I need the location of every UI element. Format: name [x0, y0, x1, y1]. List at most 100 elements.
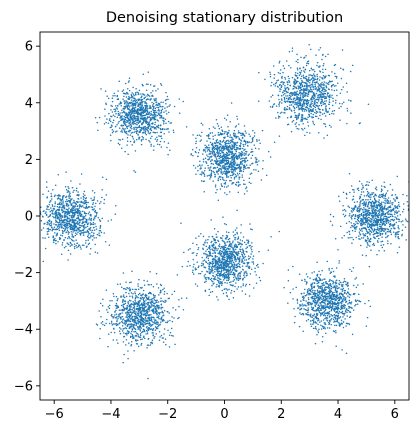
data-point — [300, 114, 303, 116]
data-point — [335, 99, 337, 102]
data-point — [130, 125, 133, 127]
data-point — [339, 292, 341, 294]
data-point — [341, 290, 344, 292]
data-point — [278, 60, 281, 63]
data-point — [300, 86, 302, 88]
data-point — [297, 116, 299, 119]
data-point — [348, 206, 351, 209]
data-point — [402, 193, 404, 196]
data-point — [323, 284, 325, 286]
data-point — [354, 214, 357, 216]
data-point — [307, 298, 310, 301]
data-point — [321, 279, 324, 281]
data-point — [229, 134, 232, 136]
data-point — [141, 122, 143, 125]
data-point — [160, 117, 162, 119]
data-point — [362, 185, 364, 187]
data-point — [121, 119, 124, 121]
data-point — [307, 80, 309, 83]
data-point — [63, 224, 66, 226]
data-point — [358, 231, 361, 233]
data-point — [62, 196, 64, 199]
data-point — [209, 178, 211, 180]
data-point — [107, 97, 110, 100]
data-point — [314, 78, 317, 80]
data-point — [150, 129, 153, 132]
data-point — [338, 200, 341, 202]
data-point — [303, 110, 306, 112]
data-point — [118, 120, 120, 123]
data-point — [291, 47, 294, 49]
data-point — [78, 224, 81, 227]
data-point — [60, 234, 62, 236]
data-point — [230, 166, 233, 168]
data-point — [106, 118, 108, 120]
data-point — [222, 149, 224, 152]
data-point — [208, 147, 211, 149]
data-point — [324, 317, 326, 320]
data-point — [159, 135, 161, 138]
data-point — [279, 72, 281, 75]
data-point — [218, 134, 221, 136]
data-point — [288, 79, 290, 82]
data-point — [122, 98, 124, 100]
data-point — [144, 127, 147, 130]
data-point — [346, 122, 348, 125]
data-point — [123, 92, 126, 95]
data-point — [53, 226, 56, 229]
data-point — [380, 225, 382, 228]
data-point — [301, 83, 303, 86]
data-point — [383, 181, 385, 183]
data-point — [223, 167, 225, 170]
data-point — [322, 75, 325, 77]
data-point — [114, 213, 117, 215]
data-point — [358, 228, 361, 230]
data-point — [68, 207, 70, 209]
data-point — [50, 192, 52, 195]
data-point — [281, 111, 283, 114]
data-point — [138, 137, 140, 139]
data-point — [242, 170, 245, 173]
data-point — [47, 233, 49, 235]
data-point — [298, 273, 301, 275]
data-point — [406, 194, 408, 197]
data-point — [226, 163, 228, 165]
data-point — [215, 162, 217, 164]
data-point — [254, 157, 257, 159]
data-point — [147, 132, 150, 134]
data-point — [260, 179, 263, 181]
data-point — [283, 97, 286, 99]
data-point — [318, 96, 321, 99]
data-point — [212, 149, 214, 151]
data-point — [311, 86, 313, 88]
data-point — [71, 226, 73, 229]
data-point — [227, 168, 230, 170]
data-point — [279, 69, 282, 71]
data-point — [328, 310, 331, 313]
data-point — [125, 132, 128, 135]
data-point — [365, 195, 368, 197]
data-point — [73, 247, 76, 250]
data-point — [256, 139, 258, 141]
data-point — [359, 233, 361, 235]
data-point — [373, 207, 375, 209]
data-point — [371, 206, 373, 208]
data-point — [153, 126, 156, 129]
data-point — [369, 198, 372, 200]
data-point — [150, 112, 152, 115]
data-point — [65, 214, 67, 216]
data-point — [366, 239, 368, 242]
data-point — [220, 156, 223, 158]
data-point — [141, 83, 144, 86]
data-point — [117, 114, 120, 116]
data-point — [312, 84, 314, 86]
data-point — [75, 200, 78, 203]
data-point — [132, 119, 134, 122]
data-point — [84, 194, 86, 197]
data-point — [234, 133, 237, 135]
data-point — [73, 226, 75, 229]
data-point — [306, 292, 309, 294]
data-point — [63, 210, 65, 213]
data-point — [154, 138, 157, 140]
data-point — [384, 228, 387, 230]
